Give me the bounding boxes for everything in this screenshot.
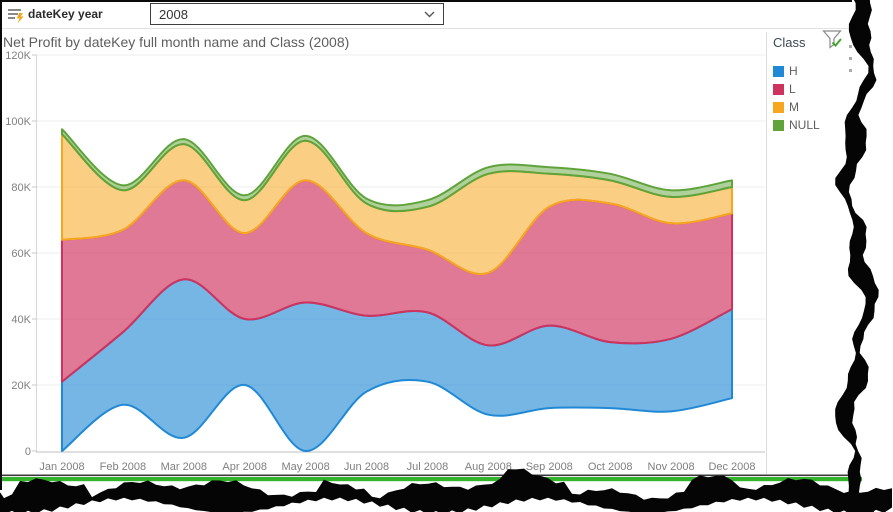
- legend-label: H: [789, 64, 798, 78]
- legend-label: M: [789, 100, 799, 114]
- legend-items: H L M NULL: [773, 62, 833, 134]
- y-tick-label: 100K: [5, 116, 31, 128]
- y-tick-label: 20K: [11, 380, 31, 392]
- y-tick-label: 80K: [11, 182, 31, 194]
- x-tick-label: Dec 2008: [708, 461, 755, 473]
- legend: Class H L M NULL: [773, 35, 833, 134]
- area-series-NULL[interactable]: [61, 128, 733, 213]
- legend-separator: [766, 32, 767, 474]
- x-tick-label: Aug 2008: [465, 461, 512, 473]
- year-dropdown[interactable]: 2008: [150, 3, 444, 25]
- legend-swatch: [773, 83, 784, 95]
- legend-item-L[interactable]: L: [773, 80, 833, 98]
- x-tick-label: Nov 2008: [648, 461, 695, 473]
- x-tick-label: Oct 2008: [588, 461, 633, 473]
- legend-swatch: [773, 101, 784, 113]
- legend-item-NULL[interactable]: NULL: [773, 116, 833, 134]
- x-tick-label: Jun 2008: [344, 461, 389, 473]
- x-tick-label: Feb 2008: [100, 461, 146, 473]
- legend-item-M[interactable]: M: [773, 98, 833, 116]
- x-tick-label: May 2008: [281, 461, 329, 473]
- legend-swatch: [773, 119, 784, 131]
- x-tick-label: Jul 2008: [407, 461, 449, 473]
- divider: [0, 28, 852, 29]
- x-tick-label: Jan 2008: [39, 461, 84, 473]
- y-tick-label: 60K: [11, 248, 31, 260]
- legend-swatch: [773, 65, 784, 77]
- year-dropdown-value: 2008: [159, 6, 188, 22]
- lightning-bolt-icon: [16, 13, 24, 24]
- y-tick-label: 40K: [11, 314, 31, 326]
- x-tick-label: Apr 2008: [222, 461, 267, 473]
- legend-title: Class: [773, 35, 806, 50]
- y-tick-label: 120K: [5, 50, 31, 62]
- chart-title: Net Profit by dateKey full month name an…: [3, 34, 350, 50]
- chevron-down-icon: [424, 11, 435, 17]
- legend-label: NULL: [789, 118, 820, 132]
- slicer-icon: [8, 9, 24, 24]
- x-tick-label: Sep 2008: [526, 461, 573, 473]
- slicer-title: dateKey year: [28, 7, 103, 21]
- legend-item-H[interactable]: H: [773, 62, 833, 80]
- y-tick-label: 0: [25, 446, 31, 458]
- x-tick-label: Mar 2008: [161, 461, 207, 473]
- legend-label: L: [789, 82, 796, 96]
